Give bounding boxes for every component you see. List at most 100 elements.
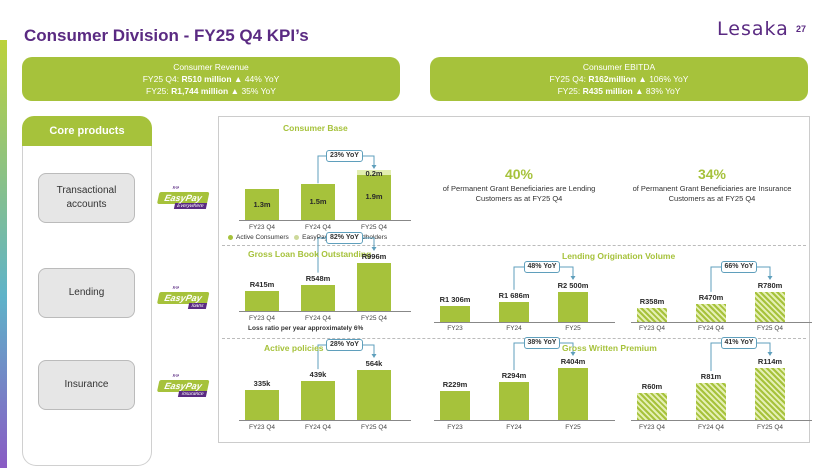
lending-share-value: 40% xyxy=(504,166,534,182)
chart-baseline xyxy=(239,420,411,421)
kpi-label: Consumer EBITDA xyxy=(582,62,656,72)
data-label: R114m xyxy=(757,357,783,366)
yoy-badge: 82% YoY xyxy=(326,232,363,244)
chart-bar xyxy=(301,381,335,420)
kpi-consumer-ebitda: Consumer EBITDA FY25 Q4: R162million ▲ 1… xyxy=(430,57,808,101)
chart-baseline xyxy=(631,420,812,421)
legend-payout-swatch xyxy=(294,234,300,240)
category-label: FY25 xyxy=(565,424,581,431)
chart-bar xyxy=(755,368,785,420)
category-label: FY23 Q4 xyxy=(248,315,276,322)
chart-bar xyxy=(357,263,391,311)
data-label: R1 306m xyxy=(439,295,471,305)
category-label: FY25 Q4 xyxy=(756,325,784,332)
data-label: 335k xyxy=(253,379,271,389)
product-transactional-accounts: Transactional accounts xyxy=(38,173,135,223)
category-label: FY23 Q4 xyxy=(638,424,666,431)
data-label: R60m xyxy=(641,381,663,391)
product-lending: Lending xyxy=(38,268,135,318)
data-label: 564k xyxy=(365,359,383,368)
insurance-share-note: of Permanent Grant Beneficiaries are Ins… xyxy=(632,184,792,203)
chart-baseline xyxy=(434,420,615,421)
category-label: FY23 xyxy=(447,424,463,431)
yoy-badge: 23% YoY xyxy=(326,150,363,162)
chart-bar xyxy=(357,174,391,220)
chart-bar xyxy=(357,370,391,420)
section-divider xyxy=(222,338,806,339)
chart-bar xyxy=(440,306,470,322)
chart-title: Consumer Base xyxy=(283,123,348,133)
category-label: FY24 Q4 xyxy=(697,325,725,332)
data-label: R415m xyxy=(249,280,275,289)
chart-baseline xyxy=(631,322,812,323)
category-label: FY25 xyxy=(565,325,581,332)
kpi-charts-panel xyxy=(218,116,810,443)
chart-bar xyxy=(499,382,529,420)
loss-ratio-note: Loss ratio per year approximately 6% xyxy=(248,325,364,332)
data-label: 1.5m xyxy=(309,197,327,207)
data-label: R470m xyxy=(698,292,724,302)
easypay-loans-logo: »» EasyPay loans xyxy=(156,285,211,310)
data-label: R294m xyxy=(501,371,527,381)
insurance-share-value: 34% xyxy=(697,166,727,182)
chart-title: Gross Loan Book Outstanding xyxy=(248,249,372,259)
data-label: R229m xyxy=(442,379,468,389)
yoy-badge: 38% YoY xyxy=(523,337,561,349)
data-label: 1.3m xyxy=(253,199,271,209)
chart-bar-secondary xyxy=(357,170,391,175)
data-label: R780m xyxy=(757,281,783,290)
category-label: FY25 Q4 xyxy=(360,424,388,431)
easypay-everywhere-logo: »» EasyPay Everywhere xyxy=(156,185,211,210)
kpi-q4-line: FY25 Q4: R510 million ▲ 44% YoY xyxy=(142,74,280,84)
category-label: FY24 Q4 xyxy=(304,315,332,322)
lesaka-logo: Lesaka xyxy=(717,18,789,40)
data-label: R2 500m xyxy=(557,281,589,290)
data-label: 439k xyxy=(309,370,327,380)
chart-bar xyxy=(637,308,667,322)
data-label: R548m xyxy=(305,273,331,283)
category-label: FY25 Q4 xyxy=(360,315,388,322)
chart-bar xyxy=(696,303,726,322)
product-insurance: Insurance xyxy=(38,360,135,410)
data-label: 0.2m xyxy=(365,169,383,178)
category-label: FY25 Q4 xyxy=(756,424,784,431)
category-label: FY23 Q4 xyxy=(248,224,276,231)
kpi-q4-line: FY25 Q4: R162million ▲ 106% YoY xyxy=(549,74,689,84)
category-label: FY23 Q4 xyxy=(248,424,276,431)
kpi-label: Consumer Revenue xyxy=(173,62,249,72)
category-label: FY24 xyxy=(506,424,522,431)
category-label: FY23 xyxy=(447,325,463,332)
data-label: 1.9m xyxy=(365,192,383,202)
kpi-fy-line: FY25: R435 million ▲ 83% YoY xyxy=(557,86,681,96)
kpi-fy-line: FY25: R1,744 million ▲ 35% YoY xyxy=(146,86,276,96)
chart-bar xyxy=(245,189,279,220)
chart-baseline xyxy=(239,311,411,312)
data-label: R404m xyxy=(560,357,586,366)
category-label: FY24 Q4 xyxy=(304,224,332,231)
data-label: R81m xyxy=(700,372,722,382)
page-title: Consumer Division - FY25 Q4 KPI’s xyxy=(24,26,309,45)
chart-bar xyxy=(245,390,279,420)
chart-bar xyxy=(301,184,335,220)
category-label: FY24 Q4 xyxy=(304,424,332,431)
category-label: FY23 Q4 xyxy=(638,325,666,332)
chart-baseline xyxy=(434,322,615,323)
chart-bar xyxy=(696,383,726,420)
yoy-badge: 48% YoY xyxy=(523,261,561,273)
legend-active-swatch xyxy=(228,234,233,240)
chart-bar xyxy=(755,292,785,322)
core-products-header: Core products xyxy=(22,116,152,146)
category-label: FY24 xyxy=(506,325,522,332)
lending-share-note: of Permanent Grant Beneficiaries are Len… xyxy=(442,184,596,203)
page-number: 27 xyxy=(796,24,807,34)
accent-bar xyxy=(0,40,7,468)
section-divider xyxy=(222,245,806,246)
chart-bar xyxy=(440,390,470,420)
chart-bar xyxy=(558,368,588,420)
data-label: R1 686m xyxy=(498,290,530,300)
category-label: FY25 Q4 xyxy=(360,224,388,231)
chart-title: Gross Written Premium xyxy=(562,343,657,353)
data-label: R358m xyxy=(639,297,665,307)
chart-title: Active policies on book xyxy=(264,343,359,353)
yoy-badge: 66% YoY xyxy=(720,261,758,273)
